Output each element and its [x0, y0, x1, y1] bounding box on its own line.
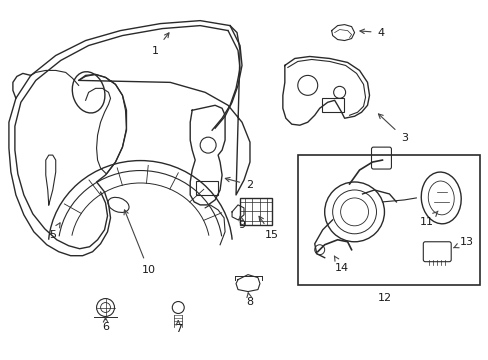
Text: 14: 14: [334, 256, 348, 273]
Text: 4: 4: [359, 28, 384, 37]
Text: 6: 6: [102, 318, 109, 332]
Bar: [240, 198, 271, 225]
Bar: [196, 181, 218, 195]
Text: 11: 11: [419, 211, 437, 227]
Text: 8: 8: [246, 293, 253, 306]
Bar: [297, 155, 479, 285]
Text: 1: 1: [152, 33, 169, 55]
Text: 15: 15: [259, 216, 278, 240]
Text: 5: 5: [49, 223, 60, 240]
Text: 9: 9: [238, 216, 245, 230]
Text: 10: 10: [124, 210, 155, 275]
Text: 13: 13: [452, 237, 473, 248]
Text: 7: 7: [174, 321, 182, 334]
Text: 2: 2: [225, 177, 253, 190]
Text: 3: 3: [378, 114, 407, 143]
Bar: [321, 98, 343, 112]
Text: 12: 12: [377, 293, 391, 302]
